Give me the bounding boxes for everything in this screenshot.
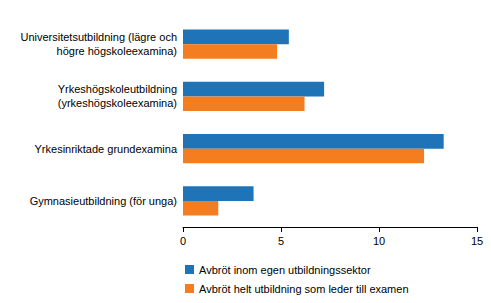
svg-text:Yrkeshögskoleutbildning: Yrkeshögskoleutbildning [58, 83, 177, 95]
svg-text:Gymnasieutbildning (för unga): Gymnasieutbildning (för unga) [30, 195, 177, 207]
svg-text:högre högskoleexamina): högre högskoleexamina) [57, 45, 177, 57]
svg-text:(yrkeshögskoleexamina): (yrkeshögskoleexamina) [58, 97, 177, 109]
svg-text:10: 10 [373, 235, 385, 247]
svg-text:Avbröt inom egen utbildningsse: Avbröt inom egen utbildningssektor [199, 264, 371, 276]
svg-text:0: 0 [180, 235, 186, 247]
svg-text:Universitetsutbildning (lägre: Universitetsutbildning (lägre och [20, 31, 177, 43]
svg-text:Avbröt helt utbildning som led: Avbröt helt utbildning som leder till ex… [199, 283, 409, 295]
svg-text:15: 15 [471, 235, 483, 247]
svg-text:Yrkesinriktade grundexamina: Yrkesinriktade grundexamina [35, 143, 178, 155]
svg-text:5: 5 [278, 235, 284, 247]
